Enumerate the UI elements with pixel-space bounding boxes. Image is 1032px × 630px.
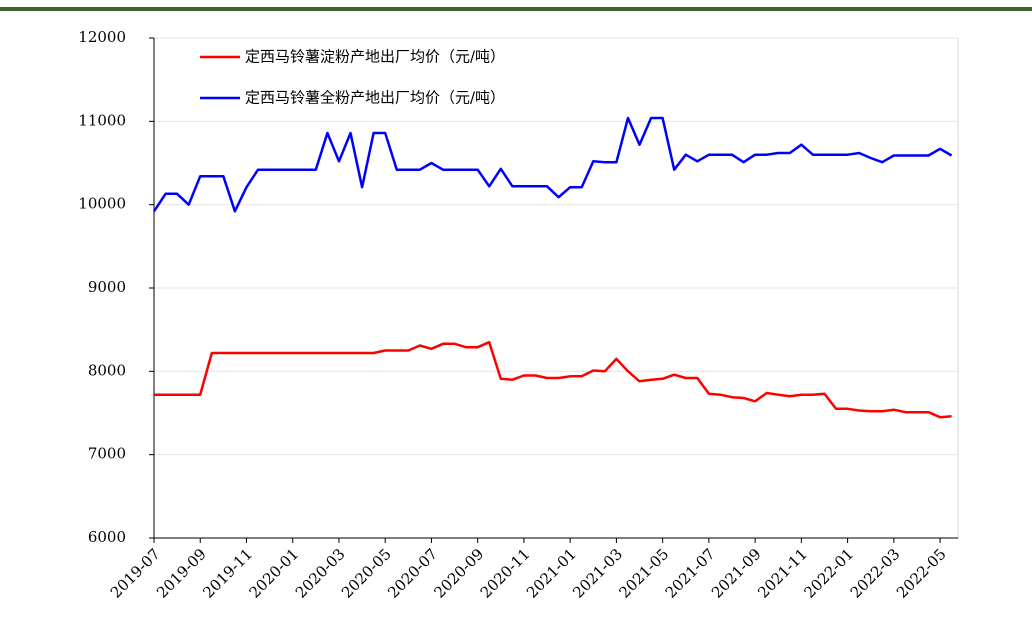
x-tick-label: 2020-11 (477, 545, 534, 602)
legend-label: 定西马铃薯淀粉产地出厂均价（元/吨） (245, 48, 505, 66)
x-tick-label: 2019-09 (153, 545, 210, 602)
x-tick-label: 2022-03 (847, 545, 904, 602)
x-tick-label: 2021-09 (708, 545, 765, 602)
x-tick-label: 2021-11 (754, 545, 811, 602)
header-bar (0, 7, 1032, 11)
x-tick-label: 2021-05 (615, 545, 672, 602)
x-tick-label: 2020-05 (338, 545, 395, 602)
y-tick-label: 7000 (88, 445, 126, 463)
x-tick-label: 2020-03 (292, 545, 349, 602)
y-tick-label: 10000 (78, 195, 126, 213)
x-tick-label: 2022-05 (893, 545, 950, 602)
x-tick-label: 2020-09 (431, 545, 488, 602)
x-tick-label: 2019-11 (199, 545, 256, 602)
x-tick-label: 2021-03 (569, 545, 626, 602)
y-tick-label: 9000 (88, 278, 126, 296)
legend-label: 定西马铃薯全粉产地出厂均价（元/吨） (245, 89, 505, 107)
y-tick-label: 6000 (88, 528, 126, 546)
series-line (154, 340, 952, 419)
y-tick-label: 8000 (88, 361, 126, 379)
x-tick-label: 2021-01 (523, 545, 580, 602)
y-tick-label: 12000 (78, 28, 126, 46)
x-tick-label: 2019-07 (107, 545, 164, 602)
x-tick-label: 2021-07 (662, 545, 719, 602)
y-tick-label: 11000 (78, 111, 126, 129)
x-tick-label: 2020-01 (246, 545, 303, 602)
series-line (152, 116, 953, 213)
x-tick-label: 2022-01 (800, 545, 857, 602)
x-tick-label: 2020-07 (384, 545, 441, 602)
